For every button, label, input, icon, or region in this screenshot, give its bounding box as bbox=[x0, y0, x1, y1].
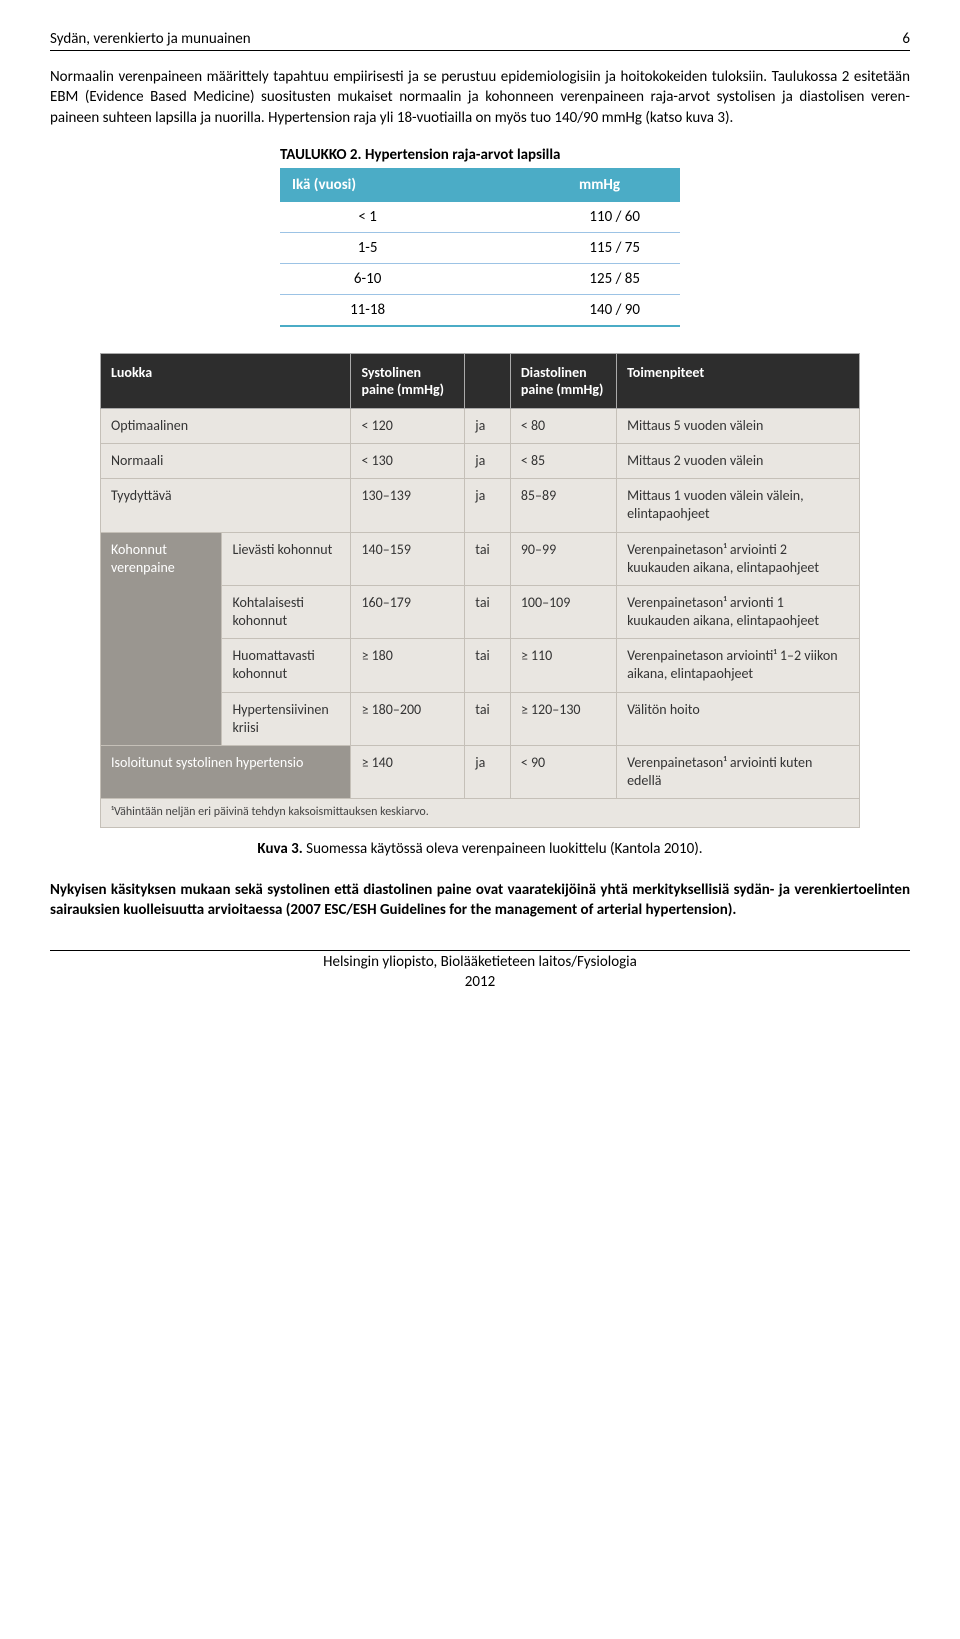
table2-row: 11-18 140 / 90 bbox=[280, 294, 680, 326]
kuva3-header-dia: Diastolinen paine (mmHg) bbox=[510, 353, 616, 408]
kuva3-cell-op: tai bbox=[465, 585, 511, 638]
kuva3-cell-act: Välitön hoito bbox=[617, 692, 860, 745]
kuva3-cell-dia: 90–99 bbox=[510, 532, 616, 585]
kuva3-cell-dia: < 90 bbox=[510, 746, 616, 799]
table2-cell-val: 115 / 75 bbox=[455, 232, 680, 263]
kuva3-caption-bold: Kuva 3. bbox=[257, 840, 302, 858]
kuva3-cell-act: Verenpainetason arviointi¹ 1–2 viikon ai… bbox=[617, 639, 860, 692]
header-separator bbox=[50, 50, 910, 51]
kuva3-cell-sys: ≥ 180–200 bbox=[351, 692, 465, 745]
table2-header-mmhg: mmHg bbox=[455, 169, 680, 201]
table2-title: TAULUKKO 2. Hypertension raja-arvot laps… bbox=[280, 146, 680, 164]
kuva3-cell-sys: < 130 bbox=[351, 443, 465, 478]
kuva3-cell-cat: Optimaalinen bbox=[101, 408, 351, 443]
kuva3-cell-act: Verenpainetason¹ arvionti 1 kuukauden ai… bbox=[617, 585, 860, 638]
header-title: Sydän, verenkierto ja munuainen bbox=[50, 30, 251, 48]
kuva3-header-row: Luokka Systolinen paine (mmHg) Diastolin… bbox=[101, 353, 860, 408]
kuva3-cell-dia: 100–109 bbox=[510, 585, 616, 638]
kuva3-cell-act: Mittaus 5 vuoden välein bbox=[617, 408, 860, 443]
kuva3-row: Tyydyttävä 130–139 ja 85–89 Mittaus 1 vu… bbox=[101, 479, 860, 532]
table2-wrapper: TAULUKKO 2. Hypertension raja-arvot laps… bbox=[280, 146, 680, 327]
kuva3-cell-act: Verenpainetason¹ arviointi 2 kuukauden a… bbox=[617, 532, 860, 585]
kuva3-cell-op: ja bbox=[465, 746, 511, 799]
table2-title-rest: Hypertension raja-arvot lapsilla bbox=[362, 146, 561, 164]
table2-header-row: Ikä (vuosi) mmHg bbox=[280, 169, 680, 201]
kuva3-cell-sub: Hypertensiivinen kriisi bbox=[222, 692, 351, 745]
kuva3-cell-sys: 140–159 bbox=[351, 532, 465, 585]
kuva3-footnote: ¹Vähintään neljän eri päivinä tehdyn kak… bbox=[101, 799, 860, 828]
page-footer: Helsingin yliopisto, Biolääketieteen lai… bbox=[50, 953, 910, 992]
kuva3-cell-cat: Tyydyttävä bbox=[101, 479, 351, 532]
kuva3-cell-sub: Huomattavasti kohonnut bbox=[222, 639, 351, 692]
kuva3-row: Normaali < 130 ja < 85 Mittaus 2 vuoden … bbox=[101, 443, 860, 478]
kuva3-cell-dia: < 80 bbox=[510, 408, 616, 443]
kuva3-cell-cat: Isoloitunut systolinen hypertensio bbox=[101, 746, 351, 799]
kuva3-row: Kohonnut verenpaine Lievästi kohonnut 14… bbox=[101, 532, 860, 585]
table2-cell-val: 110 / 60 bbox=[455, 201, 680, 233]
kuva3-caption: Kuva 3. Suomessa käytössä oleva verenpai… bbox=[50, 840, 910, 858]
kuva3-caption-rest: Suomessa käytössä oleva verenpaineen luo… bbox=[303, 840, 703, 858]
kuva3-cell-sys: < 120 bbox=[351, 408, 465, 443]
table2-row: 1-5 115 / 75 bbox=[280, 232, 680, 263]
page-number: 6 bbox=[902, 30, 910, 48]
kuva3-row: Isoloitunut systolinen hypertensio ≥ 140… bbox=[101, 746, 860, 799]
kuva3-cell-op: tai bbox=[465, 692, 511, 745]
kuva3-cell-sys: 160–179 bbox=[351, 585, 465, 638]
table2-cell-age: < 1 bbox=[280, 201, 455, 233]
table2-cell-val: 140 / 90 bbox=[455, 294, 680, 326]
table2-header-age: Ikä (vuosi) bbox=[280, 169, 455, 201]
kuva3-cell-sub: Lievästi kohonnut bbox=[222, 532, 351, 585]
table2-cell-val: 125 / 85 bbox=[455, 263, 680, 294]
kuva3-cell-sys: ≥ 140 bbox=[351, 746, 465, 799]
kuva3-header-luokka: Luokka bbox=[101, 353, 351, 408]
kuva3-header-blank bbox=[465, 353, 511, 408]
kuva3-cell-dia: ≥ 120–130 bbox=[510, 692, 616, 745]
paragraph-2: Nykyisen käsityksen mukaan sekä systolin… bbox=[50, 880, 910, 921]
kuva3-table: Luokka Systolinen paine (mmHg) Diastolin… bbox=[100, 353, 860, 828]
kuva3-cell-act: Mittaus 1 vuoden välein välein, elintapa… bbox=[617, 479, 860, 532]
kuva3-cell-cat: Normaali bbox=[101, 443, 351, 478]
kuva3-cell-dia: ≥ 110 bbox=[510, 639, 616, 692]
table2-cell-age: 6-10 bbox=[280, 263, 455, 294]
table2-cell-age: 11-18 bbox=[280, 294, 455, 326]
kuva3-footnote-row: ¹Vähintään neljän eri päivinä tehdyn kak… bbox=[101, 799, 860, 828]
kuva3-header-sys: Systolinen paine (mmHg) bbox=[351, 353, 465, 408]
kuva3-cell-op: tai bbox=[465, 532, 511, 585]
table2-row: 6-10 125 / 85 bbox=[280, 263, 680, 294]
kuva3-row: Optimaalinen < 120 ja < 80 Mittaus 5 vuo… bbox=[101, 408, 860, 443]
kuva3-cell-sub: Kohtalaisesti kohonnut bbox=[222, 585, 351, 638]
kuva3-cell-dia: 85–89 bbox=[510, 479, 616, 532]
table2-row: < 1 110 / 60 bbox=[280, 201, 680, 233]
kuva3-cell-op: tai bbox=[465, 639, 511, 692]
kuva3-wrapper: Luokka Systolinen paine (mmHg) Diastolin… bbox=[100, 353, 860, 828]
kuva3-cell-op: ja bbox=[465, 408, 511, 443]
kuva3-cell-sys: 130–139 bbox=[351, 479, 465, 532]
footer-separator bbox=[50, 950, 910, 951]
kuva3-cell-sys: ≥ 180 bbox=[351, 639, 465, 692]
table2-title-bold: TAULUKKO 2. bbox=[280, 146, 362, 164]
kuva3-cell-op: ja bbox=[465, 479, 511, 532]
kuva3-cell-act: Mittaus 2 vuoden välein bbox=[617, 443, 860, 478]
kuva3-header-toim: Toimenpiteet bbox=[617, 353, 860, 408]
table2: Ikä (vuosi) mmHg < 1 110 / 60 1-5 115 / … bbox=[280, 168, 680, 327]
paragraph-1: Normaalin verenpaineen määrittely tapaht… bbox=[50, 67, 910, 128]
kuva3-cell-act: Verenpainetason¹ arviointi kuten edellä bbox=[617, 746, 860, 799]
footer-line1: Helsingin yliopisto, Biolääketieteen lai… bbox=[50, 953, 910, 973]
kuva3-cell-cat: Kohonnut verenpaine bbox=[101, 532, 222, 746]
table2-cell-age: 1-5 bbox=[280, 232, 455, 263]
page-header: Sydän, verenkierto ja munuainen 6 bbox=[50, 30, 910, 48]
kuva3-cell-dia: < 85 bbox=[510, 443, 616, 478]
kuva3-cell-op: ja bbox=[465, 443, 511, 478]
footer-line2: 2012 bbox=[50, 973, 910, 993]
